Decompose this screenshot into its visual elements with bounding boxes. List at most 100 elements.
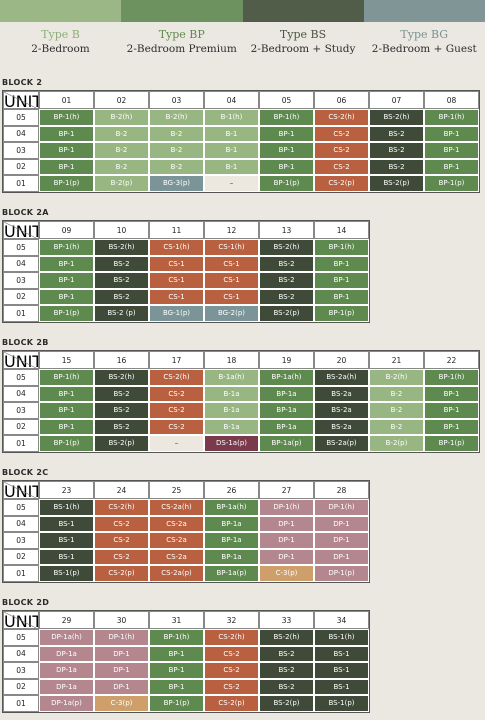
unit-type-cell: DP-1	[314, 548, 369, 565]
unit-type-cell: CS-2	[314, 142, 369, 159]
unit-type-cell: CS-2	[149, 418, 204, 435]
unit-type-cell: BS-2	[369, 142, 424, 159]
corner-header: UNITFLOOR	[3, 91, 39, 109]
unit-type-cell: B-2	[149, 142, 204, 159]
unit-number: 27	[259, 481, 314, 499]
legend-type: Type BP	[158, 28, 205, 41]
unit-type-cell: DP-1a(p)	[39, 695, 94, 712]
unit-type-cell: BS-2	[94, 418, 149, 435]
unit-type-cell: B-1	[204, 158, 259, 175]
unit-type-cell: CS-2	[94, 548, 149, 565]
floor-number: 05	[3, 239, 39, 256]
unit-number: 04	[204, 91, 259, 109]
unit-type-cell: BP-1	[39, 255, 94, 272]
unit-type-cell: BS-2(p)	[369, 175, 424, 192]
legend-entry: Type B 2-Bedroom	[0, 28, 121, 56]
unit-type-cell: BP-1	[424, 125, 479, 142]
unit-type-cell: BP-1	[424, 142, 479, 159]
type-color-bar	[121, 0, 243, 22]
floor-number: 04	[3, 385, 39, 402]
block-title: BLOCK 2	[2, 78, 43, 87]
floor-number: 01	[3, 305, 39, 322]
unit-type-cell: BS-2	[259, 645, 314, 662]
unit-type-cell: CS-1(h)	[149, 239, 204, 256]
unit-type-cell: BS-2	[259, 678, 314, 695]
unit-type-cell: B-1	[204, 125, 259, 142]
block-title: BLOCK 2C	[2, 468, 49, 477]
unit-number: 05	[259, 91, 314, 109]
unit-type-cell: B-1a	[204, 402, 259, 419]
unit-type-cell: DP-1	[259, 548, 314, 565]
unit-type-cell: CS-2a	[149, 548, 204, 565]
floor-number: 02	[3, 288, 39, 305]
unit-type-cell: BG-2(p)	[204, 305, 259, 322]
floor-number: 01	[3, 695, 39, 712]
unit-type-cell: CS-2	[149, 385, 204, 402]
type-color-bar	[0, 0, 122, 22]
floor-number: 02	[3, 158, 39, 175]
unit-type-cell: –	[204, 175, 259, 192]
unit-type-cell: CS-2	[94, 515, 149, 532]
unit-type-cell: BP-1(p)	[39, 305, 94, 322]
unit-type-cell: CS-1	[204, 288, 259, 305]
unit-type-cell: B-2(p)	[369, 435, 424, 452]
unit-type-cell: B-2	[369, 418, 424, 435]
unit-type-cell: CS-2	[204, 662, 259, 679]
unit-type-cell: BS-2	[369, 125, 424, 142]
unit-number: 19	[259, 351, 314, 369]
unit-type-cell: BS-2	[94, 385, 149, 402]
unit-type-cell: CS-1	[149, 288, 204, 305]
unit-type-cell: CS-2(h)	[204, 629, 259, 646]
floor-number: 03	[3, 402, 39, 419]
unit-type-cell: BS-2 (p)	[94, 305, 149, 322]
unit-type-cell: BS-2(p)	[94, 435, 149, 452]
unit-number: 22	[424, 351, 479, 369]
unit-type-cell: B-2	[149, 158, 204, 175]
unit-type-cell: BP-1	[424, 385, 479, 402]
unit-type-cell: BP-1(h)	[149, 629, 204, 646]
unit-type-cell: BP-1	[149, 678, 204, 695]
unit-type-cell: CS-1	[204, 255, 259, 272]
corner-header: UNITFLOOR	[3, 481, 39, 499]
floor-number: 03	[3, 532, 39, 549]
unit-type-cell: CS-1(h)	[204, 239, 259, 256]
unit-type-cell: CS-2	[314, 125, 369, 142]
unit-type-cell: BS-2(h)	[259, 629, 314, 646]
unit-type-cell: BS-2(p)	[259, 695, 314, 712]
unit-type-cell: BS-2	[259, 662, 314, 679]
corner-header: UNITFLOOR	[3, 221, 39, 239]
unit-type-cell: BP-1	[259, 125, 314, 142]
unit-type-cell: BP-1a(h)	[259, 369, 314, 386]
unit-type-cell: DP-1(h)	[259, 499, 314, 516]
unit-number: 33	[259, 611, 314, 629]
unit-type-cell: B-1(h)	[204, 109, 259, 126]
floor-number: 01	[3, 565, 39, 582]
unit-number: 21	[369, 351, 424, 369]
unit-type-cell: CS-2(p)	[94, 565, 149, 582]
unit-type-cell: BG-1(p)	[149, 305, 204, 322]
legend-type: Type B	[41, 28, 80, 41]
unit-type-cell: B-1a	[204, 418, 259, 435]
unit-type-cell: BP-1a	[204, 548, 259, 565]
unit-type-cell: CS-2a	[149, 532, 204, 549]
unit-type-cell: BP-1a	[204, 515, 259, 532]
unit-type-cell: BP-1(p)	[259, 175, 314, 192]
unit-type-cell: BG-3(p)	[149, 175, 204, 192]
floor-number: 04	[3, 255, 39, 272]
floor-number: 03	[3, 272, 39, 289]
unit-type-cell: BS-2	[369, 158, 424, 175]
unit-type-cell: BP-1	[39, 418, 94, 435]
unit-number: 15	[39, 351, 94, 369]
unit-number: 32	[204, 611, 259, 629]
floor-number: 04	[3, 125, 39, 142]
unit-type-cell: DP-1(h)	[314, 499, 369, 516]
legend-type: Type BG	[400, 28, 449, 41]
unit-type-cell: B-2	[369, 385, 424, 402]
floor-number: 03	[3, 142, 39, 159]
floor-number: 02	[3, 548, 39, 565]
unit-type-cell: BP-1(p)	[39, 435, 94, 452]
unit-type-cell: BP-1a	[259, 418, 314, 435]
floor-number: 03	[3, 662, 39, 679]
unit-type-cell: CS-1	[204, 272, 259, 289]
unit-number: 26	[204, 481, 259, 499]
